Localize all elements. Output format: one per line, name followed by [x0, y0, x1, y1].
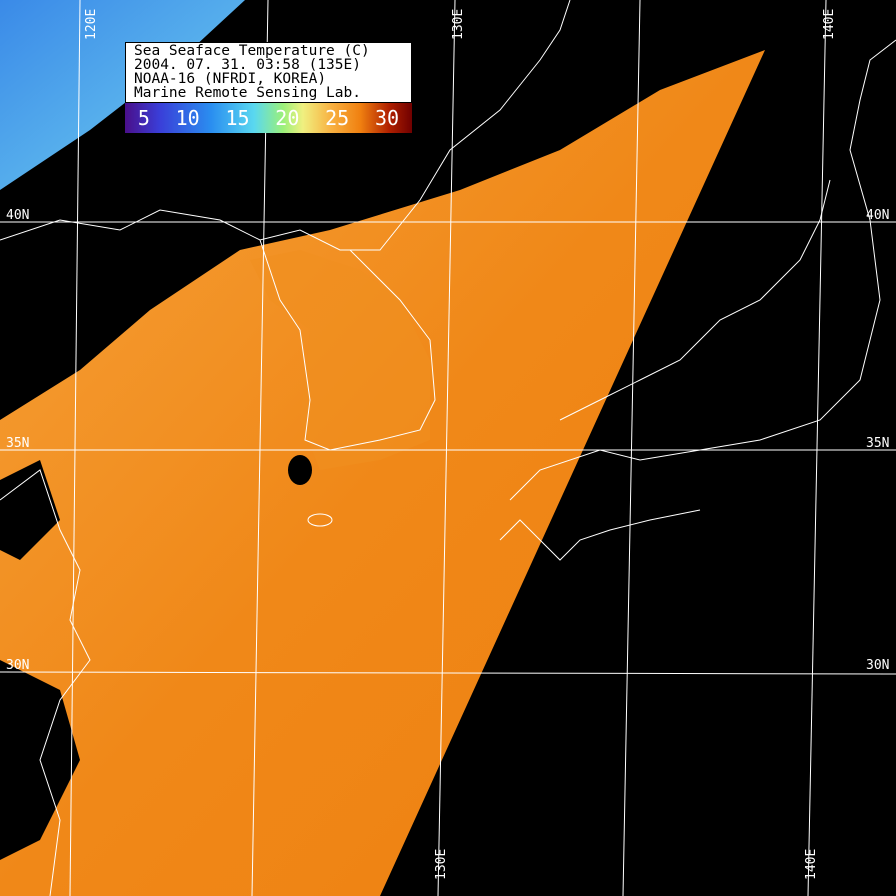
cloud-patch	[288, 455, 312, 485]
satellite-swath	[0, 50, 765, 896]
legend-lab: Marine Remote Sensing Lab.	[134, 85, 361, 101]
colorbar-tick: 10	[175, 106, 200, 130]
lon-label-bottom: 140E	[804, 848, 819, 880]
temperature-colorbar: 5 10 15 20 25 30	[125, 103, 412, 133]
lat-label-left: 35N	[6, 436, 30, 451]
legend: Sea Seaface Temperature (C) 2004. 07. 31…	[125, 42, 412, 133]
lat-label-right: 35N	[866, 436, 890, 451]
legend-title: Sea Seaface Temperature (C)	[134, 43, 370, 59]
colorbar-tick: 20	[275, 106, 300, 130]
lat-label-left: 30N	[6, 658, 30, 673]
colorbar-tick: 15	[225, 106, 250, 130]
colorbar-tick: 30	[374, 106, 400, 130]
legend-text: Sea Seaface Temperature (C) 2004. 07. 31…	[125, 42, 412, 103]
lat-label-right: 40N	[866, 208, 890, 223]
lat-label-left: 40N	[6, 208, 30, 223]
lon-label-top: 130E	[451, 8, 466, 40]
legend-satellite: NOAA-16 (NFRDI, KOREA)	[134, 71, 327, 87]
lon-label-top: 120E	[84, 8, 99, 40]
legend-datetime: 2004. 07. 31. 03:58 (135E)	[134, 57, 361, 73]
colorbar-tick: 25	[325, 106, 350, 130]
lat-label-right: 30N	[866, 658, 890, 673]
korea-land	[250, 250, 430, 470]
lon-label-top: 140E	[822, 8, 837, 40]
colorbar-tick: 5	[137, 106, 150, 130]
lon-label-bottom: 130E	[434, 848, 449, 880]
